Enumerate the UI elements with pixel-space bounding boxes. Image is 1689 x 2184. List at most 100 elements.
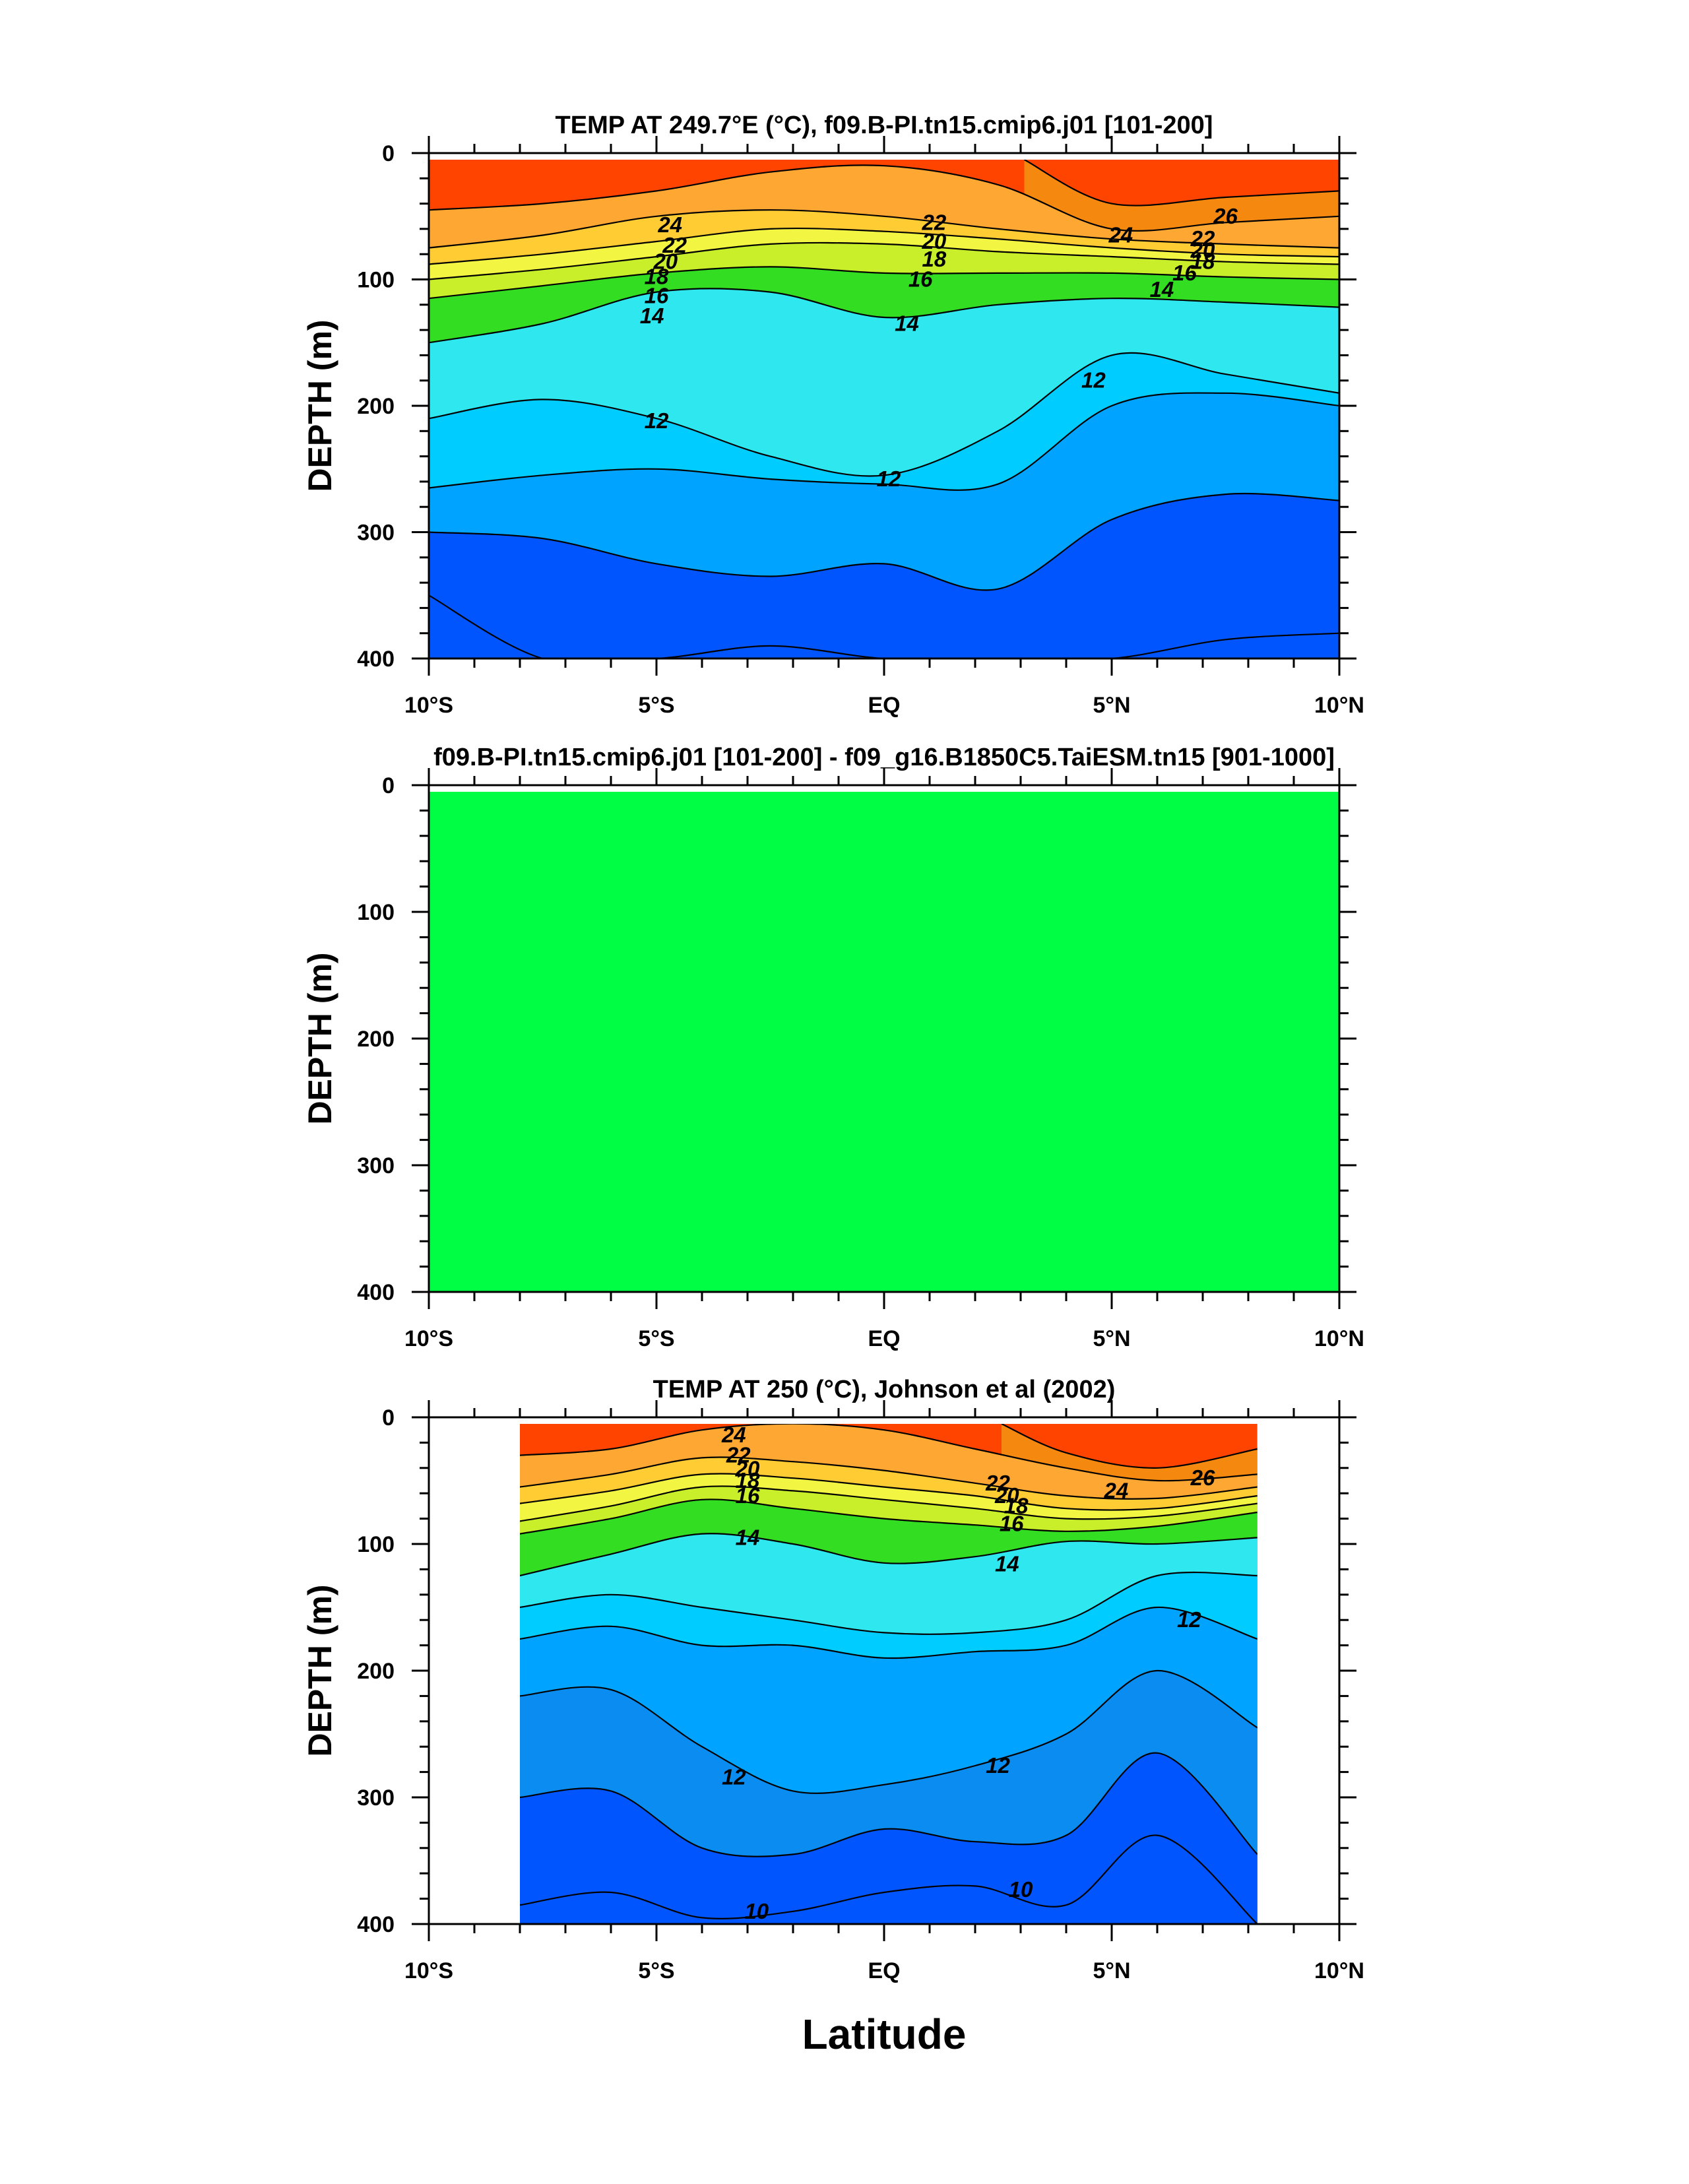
contour-label: 16: [908, 267, 933, 292]
y-axis: 0 100 200 300 400: [357, 141, 1356, 672]
x-tick-label: 10°S: [404, 693, 453, 718]
isotherm-9: [520, 1752, 1258, 1857]
contour-label: 12: [877, 466, 901, 491]
contour-label: 24: [657, 212, 682, 237]
x-tick-label: EQ: [868, 1326, 900, 1351]
isotherm-20: [520, 1473, 1258, 1511]
contour-label: 20: [922, 229, 947, 253]
contour-label: 18: [736, 1468, 760, 1493]
isotherm-8: [520, 1834, 1258, 1924]
plot-area: 2422201816141222201816141212242622201816…: [429, 160, 1339, 658]
contour-label: 22: [922, 210, 947, 234]
isotherm-12: [520, 1571, 1258, 1635]
contour-label: 10: [1009, 1877, 1033, 1902]
x-tick-label: 10°N: [1314, 693, 1364, 718]
y-tick-label: 300: [357, 521, 395, 546]
contour-label: 12: [722, 1764, 746, 1789]
x-axis: 10°S 5°S EQ 5°N 10°N: [404, 136, 1364, 718]
contour-label: 16: [1000, 1511, 1024, 1535]
contour-label: 12: [645, 408, 669, 433]
temperature-field: 2422201816141222201816141212242622201816…: [429, 160, 1339, 658]
y-axis-label: DEPTH (m): [302, 952, 338, 1124]
contour-label: 14: [895, 311, 919, 336]
x-axis: 10°S 5°S EQ 5°N 10°N: [404, 768, 1364, 1351]
contour-label: 18: [645, 265, 669, 289]
isotherm-22: [520, 1456, 1258, 1500]
y-tick-label: 400: [357, 647, 395, 672]
y-tick-label: 0: [382, 1405, 395, 1430]
contour-label: 20: [653, 249, 678, 274]
contour-label: 24: [1104, 1478, 1129, 1502]
isotherm-10: [520, 1669, 1258, 1794]
y-tick-label: 200: [357, 1659, 395, 1684]
x-tick-label: 5°N: [1093, 1326, 1130, 1351]
contour-label: 20: [1190, 238, 1215, 262]
y-tick-label: 100: [357, 900, 395, 925]
x-tick-label: EQ: [868, 1958, 900, 1983]
isotherm-22: [429, 209, 1339, 249]
panel-title: TEMP AT 250 (°C), Johnson et al (2002): [653, 1376, 1116, 1403]
x-tick-label: 5°S: [638, 1326, 674, 1351]
x-tick-label: 10°N: [1314, 1326, 1364, 1351]
contour-label: 22: [985, 1471, 1010, 1495]
x-tick-label: 5°N: [1093, 693, 1130, 718]
x-tick-label: 5°S: [638, 1958, 674, 1983]
contour-label: 26: [1213, 204, 1238, 228]
band-below-8: [520, 1835, 1258, 1924]
isotherm-11: [520, 1606, 1258, 1659]
isotherm-11: [429, 392, 1339, 491]
y-tick-label: 200: [357, 1027, 395, 1052]
contour-label: 22: [726, 1443, 751, 1467]
isotherm-14: [520, 1533, 1258, 1577]
isotherm-24: [520, 1424, 1258, 1482]
contour-label: 24: [1108, 222, 1133, 247]
panel-difference: f09.B-PI.tn15.cmip6.j01 [101-200] - f09_…: [302, 744, 1364, 1351]
x-tick-label: EQ: [868, 693, 900, 718]
y-tick-label: 0: [382, 141, 395, 166]
plot-area: [429, 792, 1339, 1292]
y-tick-label: 100: [357, 1532, 395, 1557]
contour-label: 26: [1190, 1465, 1215, 1490]
contour-label: 24: [721, 1423, 746, 1447]
isotherm-12: [429, 352, 1339, 477]
isotherm-26: [1024, 160, 1339, 207]
isotherm-10: [429, 492, 1339, 591]
x-axis: 10°S 5°S EQ 5°N 10°N: [404, 1400, 1364, 1983]
band-below-8: [429, 595, 1339, 658]
isotherm-18: [429, 241, 1339, 280]
y-tick-label: 400: [357, 1912, 395, 1937]
x-axis-label: Latitude: [802, 2010, 967, 2058]
isotherm-16: [429, 266, 1339, 300]
contour-label: 10: [744, 1899, 769, 1923]
contour-label: 20: [735, 1457, 760, 1481]
contour-label: 16: [1172, 261, 1197, 285]
y-axis-label: DEPTH (m): [302, 1584, 338, 1756]
y-tick-label: 0: [382, 773, 395, 798]
panel-title: f09.B-PI.tn15.cmip6.j01 [101-200] - f09_…: [433, 744, 1335, 771]
x-tick-label: 5°N: [1093, 1958, 1130, 1983]
contour-label: 12: [986, 1753, 1010, 1778]
isotherm-14: [429, 288, 1339, 344]
y-tick-label: 300: [357, 1153, 395, 1178]
contour-label: 14: [995, 1552, 1019, 1576]
contour-label: 12: [1081, 368, 1106, 393]
contour-label: 16: [736, 1483, 760, 1508]
x-tick-label: 10°S: [404, 1326, 453, 1351]
y-axis-label: DEPTH (m): [302, 319, 338, 492]
contour-label: 14: [640, 304, 664, 328]
band-below-10: [429, 494, 1339, 658]
contour-labels: 2422201816141222201816141212242622201816…: [640, 204, 1238, 491]
contour-label: 12: [1177, 1607, 1201, 1632]
panel-observed-temperature: TEMP AT 250 (°C), Johnson et al (2002) DE…: [302, 1376, 1364, 1983]
isotherm-20: [429, 227, 1339, 265]
y-tick-label: 400: [357, 1280, 395, 1305]
y-tick-label: 100: [357, 268, 395, 293]
isotherm-18: [520, 1485, 1258, 1522]
x-tick-label: 5°S: [638, 693, 674, 718]
y-tick-label: 200: [357, 394, 395, 419]
y-tick-label: 300: [357, 1785, 395, 1811]
